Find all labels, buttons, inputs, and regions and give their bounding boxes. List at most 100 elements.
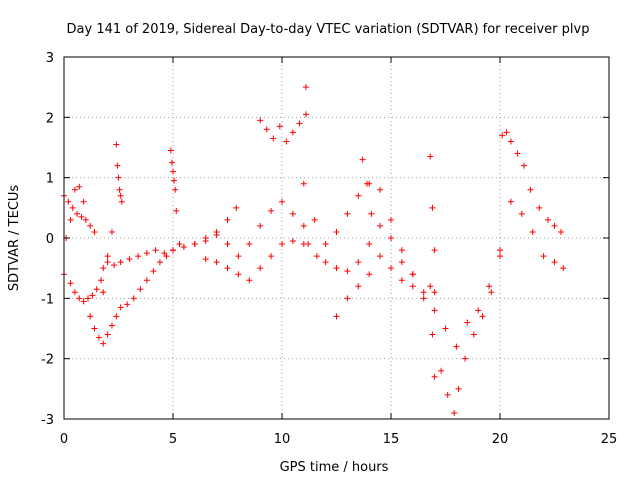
data-point bbox=[213, 231, 220, 238]
data-point bbox=[168, 159, 175, 166]
data-point bbox=[104, 331, 111, 338]
data-point bbox=[488, 289, 495, 296]
data-point bbox=[377, 186, 384, 193]
data-point bbox=[409, 283, 416, 290]
data-point bbox=[420, 295, 427, 302]
data-point bbox=[470, 331, 477, 338]
data-point bbox=[246, 277, 253, 284]
data-point bbox=[296, 120, 303, 127]
data-point bbox=[431, 373, 438, 380]
data-point bbox=[108, 322, 115, 329]
data-point bbox=[333, 313, 340, 320]
data-point bbox=[366, 241, 373, 248]
data-point bbox=[388, 265, 394, 272]
series-track-q bbox=[427, 153, 438, 254]
data-point bbox=[113, 313, 120, 320]
data-point bbox=[302, 111, 309, 118]
data-point bbox=[117, 304, 124, 311]
data-point bbox=[333, 228, 340, 235]
series-track-s bbox=[302, 84, 309, 91]
data-point bbox=[302, 84, 309, 91]
data-point bbox=[91, 325, 98, 332]
data-point bbox=[268, 253, 275, 260]
data-point bbox=[462, 355, 469, 362]
data-point bbox=[176, 241, 183, 248]
x-tick-label: 25 bbox=[601, 432, 618, 447]
data-point bbox=[113, 141, 120, 148]
data-point bbox=[507, 138, 514, 145]
data-point bbox=[520, 162, 527, 169]
y-tick-label: 0 bbox=[46, 232, 54, 247]
data-point bbox=[377, 253, 384, 260]
data-point bbox=[270, 135, 277, 142]
points-layer bbox=[61, 84, 567, 416]
data-point bbox=[377, 222, 384, 229]
data-point bbox=[427, 153, 434, 160]
data-point bbox=[268, 207, 275, 214]
data-point bbox=[191, 241, 198, 248]
data-point bbox=[431, 307, 438, 314]
data-point bbox=[257, 222, 264, 229]
data-point bbox=[87, 313, 94, 320]
data-point bbox=[355, 192, 362, 199]
data-point bbox=[344, 210, 351, 217]
data-point bbox=[171, 177, 178, 184]
data-point bbox=[126, 256, 133, 263]
data-point bbox=[80, 298, 87, 305]
data-point bbox=[124, 301, 131, 308]
series-track-m bbox=[333, 253, 416, 320]
data-point bbox=[213, 259, 220, 266]
data-point bbox=[388, 235, 394, 241]
data-point bbox=[173, 207, 180, 214]
series-track-d bbox=[87, 241, 183, 347]
data-point bbox=[464, 319, 471, 326]
data-point bbox=[137, 286, 144, 293]
y-tick-label: 2 bbox=[46, 111, 54, 126]
data-point bbox=[87, 222, 94, 229]
data-point bbox=[104, 259, 111, 266]
data-point bbox=[305, 241, 312, 248]
data-point bbox=[76, 295, 83, 302]
data-point bbox=[527, 186, 534, 193]
data-point bbox=[78, 213, 85, 220]
data-point bbox=[368, 210, 375, 217]
data-point bbox=[114, 162, 121, 169]
data-point bbox=[167, 147, 174, 154]
data-point bbox=[111, 262, 118, 269]
y-tick-label: 3 bbox=[46, 51, 54, 66]
data-point bbox=[161, 250, 168, 257]
data-point bbox=[115, 174, 122, 181]
data-point bbox=[100, 265, 107, 272]
data-point bbox=[503, 129, 510, 136]
data-point bbox=[453, 343, 460, 350]
data-point bbox=[74, 210, 81, 217]
data-point bbox=[551, 222, 558, 229]
data-point bbox=[246, 241, 253, 248]
data-point bbox=[529, 228, 536, 235]
data-point bbox=[89, 292, 96, 299]
data-point bbox=[409, 271, 416, 278]
data-point bbox=[116, 186, 123, 193]
series-track-h bbox=[170, 198, 307, 260]
data-point bbox=[95, 334, 102, 341]
data-point bbox=[118, 198, 125, 205]
data-point bbox=[82, 216, 89, 223]
data-point bbox=[235, 253, 242, 260]
data-point bbox=[536, 204, 543, 211]
y-tick-label: -2 bbox=[41, 353, 54, 368]
data-point bbox=[438, 367, 445, 374]
data-point bbox=[257, 117, 264, 124]
y-axis-label: SDTVAR / TECUs bbox=[7, 185, 22, 292]
data-point bbox=[67, 280, 74, 287]
data-point bbox=[279, 198, 285, 205]
data-point bbox=[444, 391, 451, 398]
chart-title: Day 141 of 2019, Sidereal Day-to-day VTE… bbox=[67, 22, 590, 37]
data-point bbox=[152, 247, 159, 254]
data-point bbox=[143, 250, 150, 257]
series-track-l bbox=[305, 222, 438, 302]
y-tick-label: -3 bbox=[41, 413, 54, 428]
series-track-r bbox=[427, 283, 438, 380]
data-point bbox=[84, 295, 91, 302]
data-point bbox=[486, 283, 493, 290]
